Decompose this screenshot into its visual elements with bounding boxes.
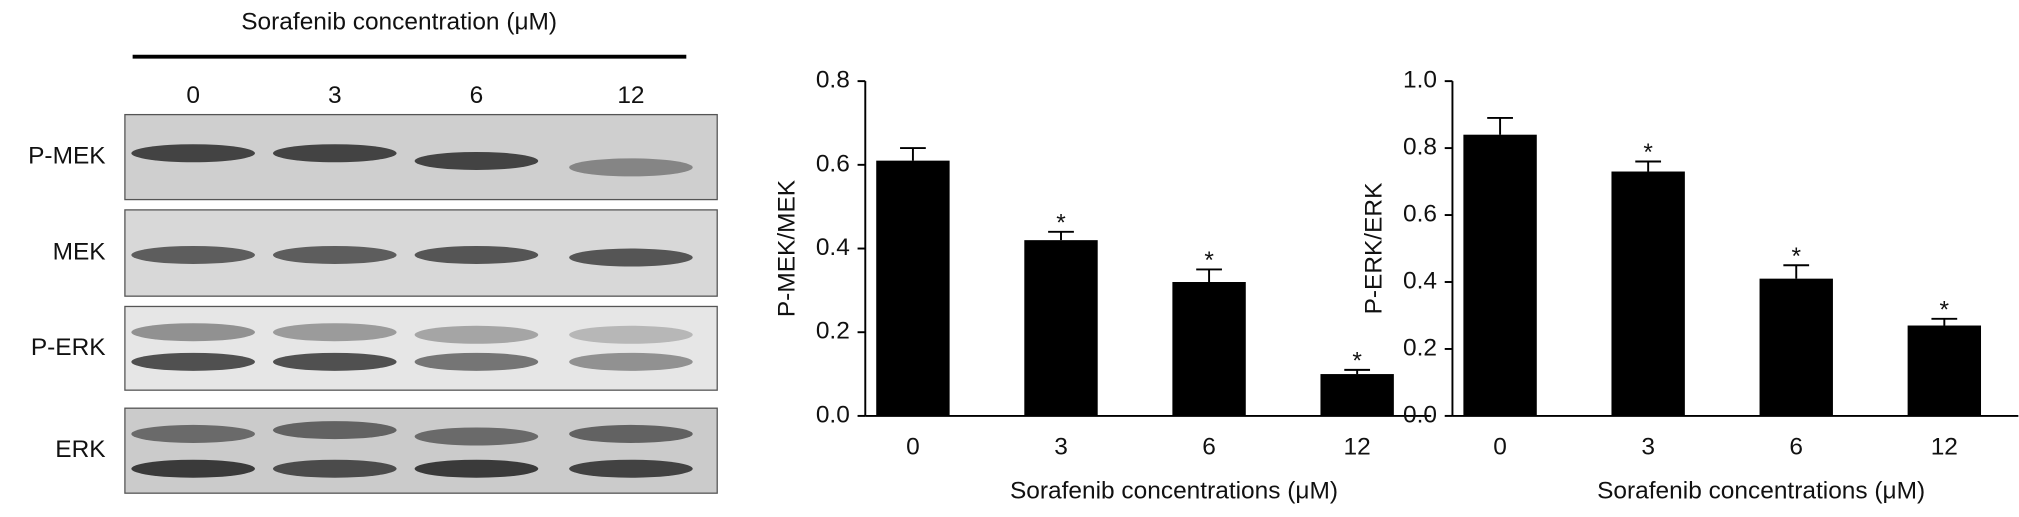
blot-band bbox=[131, 245, 255, 264]
x-tick-label: 0 bbox=[1493, 434, 1507, 461]
lane-label: 3 bbox=[328, 82, 342, 109]
error-bar bbox=[1487, 116, 1513, 135]
blot-band bbox=[272, 459, 397, 478]
y-tick-label: 1.0 bbox=[1403, 67, 1437, 94]
blot-band bbox=[569, 459, 693, 478]
y-tick-label: 0.8 bbox=[1403, 134, 1437, 161]
blot-band bbox=[414, 151, 539, 170]
blot-band bbox=[569, 158, 693, 177]
blot-band bbox=[131, 424, 255, 443]
significance-mark: * bbox=[1643, 139, 1653, 166]
row-label: MEK bbox=[53, 238, 107, 265]
blot-band bbox=[569, 352, 693, 371]
blot-band bbox=[131, 144, 255, 163]
bar bbox=[1907, 325, 1982, 416]
bar bbox=[1172, 281, 1246, 416]
x-axis-label: Sorafenib concentrations (μM) bbox=[1597, 477, 1925, 504]
blot-band bbox=[414, 352, 539, 371]
y-tick-label: 0.2 bbox=[1403, 334, 1437, 361]
blot-band bbox=[272, 144, 397, 163]
y-axis-label: P-ERK/ERK bbox=[1361, 182, 1388, 314]
x-axis-label: Sorafenib concentrations (μM) bbox=[1010, 477, 1338, 504]
error-bar bbox=[1635, 160, 1662, 172]
blot-band bbox=[569, 325, 693, 344]
significance-mark: * bbox=[1791, 243, 1801, 270]
bar bbox=[1759, 278, 1833, 416]
bar bbox=[876, 160, 950, 416]
blot-band bbox=[414, 459, 539, 478]
error-bar bbox=[1196, 268, 1222, 282]
lane-label: 0 bbox=[186, 82, 200, 109]
y-tick-label: 0.4 bbox=[816, 234, 850, 261]
error-bar bbox=[900, 147, 926, 161]
blot-band bbox=[131, 459, 255, 478]
blot-band bbox=[414, 245, 539, 264]
x-tick-label: 12 bbox=[1344, 434, 1371, 461]
bar bbox=[1024, 240, 1098, 416]
error-bar bbox=[1931, 317, 1958, 326]
blot-title: Sorafenib concentration (μM) bbox=[241, 9, 557, 36]
x-tick-label: 12 bbox=[1931, 434, 1958, 461]
significance-mark: * bbox=[1204, 247, 1214, 274]
blot-band bbox=[414, 325, 539, 344]
x-tick-label: 6 bbox=[1202, 434, 1216, 461]
blot-band bbox=[414, 427, 539, 446]
row-label: P-MEK bbox=[28, 143, 106, 170]
y-tick-label: 0.8 bbox=[816, 67, 850, 94]
bar bbox=[1320, 374, 1394, 416]
blot-band bbox=[272, 352, 397, 371]
blot-band bbox=[569, 248, 693, 267]
error-bar bbox=[1048, 230, 1074, 241]
blot-panel bbox=[124, 407, 718, 494]
y-tick-label: 0.4 bbox=[1403, 267, 1437, 294]
blot-band bbox=[272, 245, 397, 264]
y-axis-label: P-MEK/MEK bbox=[773, 179, 800, 317]
x-tick-label: 6 bbox=[1789, 434, 1803, 461]
blot-panel bbox=[124, 305, 718, 391]
lane-label: 6 bbox=[470, 82, 484, 109]
y-tick-label: 0.0 bbox=[816, 401, 850, 428]
x-tick-label: 3 bbox=[1641, 434, 1655, 461]
y-tick-label: 0.6 bbox=[816, 150, 850, 177]
y-tick-label: 0.0 bbox=[1403, 401, 1437, 428]
significance-mark: * bbox=[1940, 297, 1950, 324]
bar bbox=[1611, 171, 1685, 416]
y-tick-label: 0.2 bbox=[816, 318, 850, 345]
blot-band bbox=[272, 421, 397, 440]
blot-band bbox=[569, 424, 693, 443]
row-label: P-ERK bbox=[31, 334, 106, 361]
lane-label: 12 bbox=[617, 82, 644, 109]
significance-mark: * bbox=[1056, 210, 1066, 237]
x-tick-label: 0 bbox=[906, 434, 920, 461]
row-label: ERK bbox=[55, 436, 106, 463]
significance-mark: * bbox=[1352, 348, 1362, 375]
error-bar bbox=[1783, 264, 1810, 279]
blot-band bbox=[272, 323, 397, 342]
bar bbox=[1463, 134, 1537, 416]
error-bar bbox=[1344, 368, 1371, 375]
y-tick-label: 0.6 bbox=[1403, 201, 1437, 228]
blot-band bbox=[131, 323, 255, 342]
x-tick-label: 3 bbox=[1054, 434, 1068, 461]
blot-band bbox=[131, 352, 255, 371]
